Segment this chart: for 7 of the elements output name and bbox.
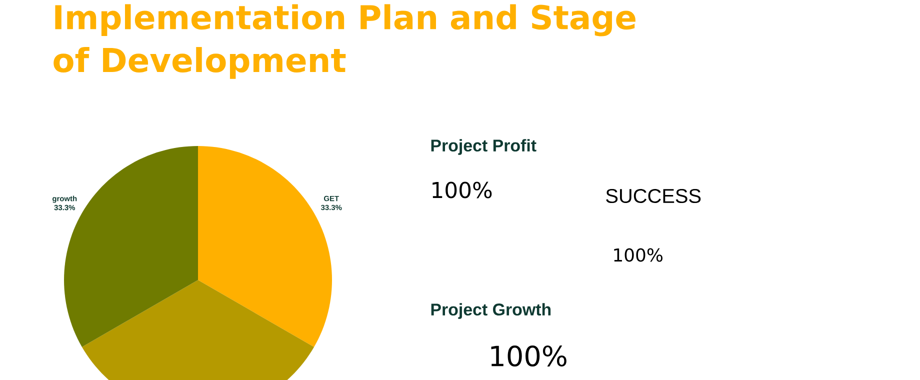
text: SUCCESS [606, 188, 701, 204]
text: Project Profit [431, 139, 536, 155]
text: 100% [614, 248, 662, 262]
text: 100% [432, 182, 492, 198]
text: 100% [491, 345, 566, 367]
chart-title: Implementation Plan and Stage of Development [54, 4, 636, 79]
text: Project Growth [431, 303, 551, 319]
